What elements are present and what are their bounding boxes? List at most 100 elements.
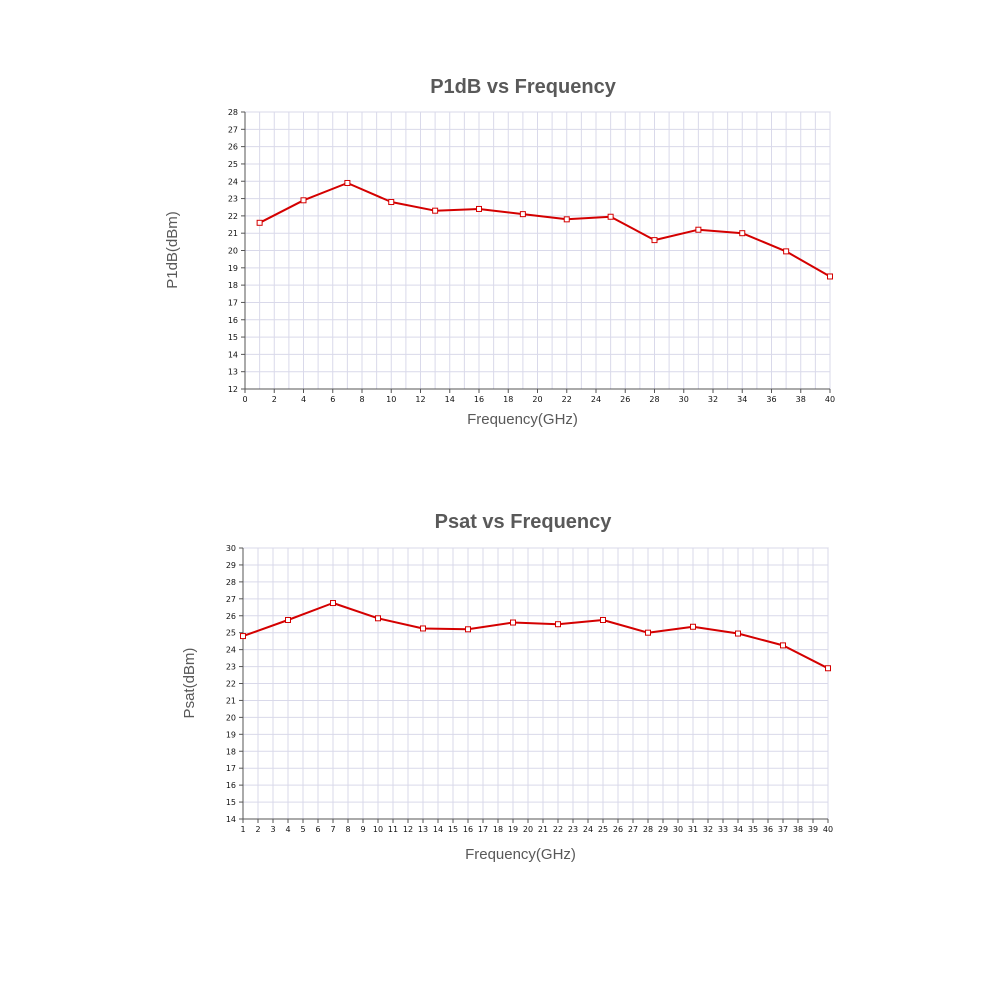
data-point: [256, 219, 263, 226]
data-point: [645, 629, 651, 636]
x-axis-label: Frequency(GHz): [465, 846, 576, 863]
x-tick-label: 2: [272, 395, 277, 404]
data-point: [600, 616, 606, 623]
x-tick-label: 2: [255, 825, 260, 834]
x-tick-label: 10: [386, 395, 396, 404]
data-point: [519, 211, 526, 218]
x-tick-label: 39: [808, 825, 818, 834]
data-point: [375, 615, 381, 622]
data-point: [827, 273, 833, 280]
data-point: [783, 248, 790, 255]
x-tick-label: 12: [415, 395, 425, 404]
x-tick-label: 23: [568, 825, 578, 834]
y-tick-label: 27: [226, 595, 236, 604]
y-tick-label: 25: [228, 160, 238, 169]
y-axis-label: P1dB(dBm): [164, 211, 181, 289]
x-tick-label: 14: [445, 395, 455, 404]
x-tick-label: 26: [620, 395, 630, 404]
data-point: [420, 625, 426, 632]
x-tick-label: 32: [708, 395, 718, 404]
x-tick-label: 6: [315, 825, 320, 834]
y-tick-label: 29: [226, 561, 236, 570]
x-tick-label: 32: [703, 825, 713, 834]
x-tick-label: 37: [778, 825, 788, 834]
y-tick-label: 14: [228, 350, 238, 359]
x-tick-label: 14: [433, 825, 443, 834]
x-tick-label: 11: [388, 825, 398, 834]
data-point: [695, 226, 702, 233]
x-tick-label: 7: [330, 825, 335, 834]
y-tick-label: 19: [226, 730, 236, 739]
x-tick-label: 30: [679, 395, 689, 404]
y-tick-label: 28: [228, 108, 238, 117]
y-tick-label: 15: [226, 798, 236, 807]
x-tick-label: 25: [598, 825, 608, 834]
x-tick-label: 18: [503, 395, 513, 404]
psat-chart-svg: Psat vs Frequency14151617181920212223242…: [181, 511, 833, 863]
x-tick-label: 34: [733, 825, 743, 834]
x-tick-label: 12: [403, 825, 413, 834]
data-point: [300, 197, 307, 204]
y-tick-label: 17: [228, 298, 238, 307]
x-tick-label: 30: [673, 825, 683, 834]
y-tick-label: 16: [228, 316, 238, 325]
data-point: [388, 199, 395, 206]
y-tick-label: 14: [226, 815, 236, 824]
y-tick-label: 18: [226, 747, 236, 756]
data-point: [780, 642, 786, 649]
data-point: [330, 600, 336, 607]
y-tick-label: 30: [226, 544, 236, 553]
x-tick-label: 16: [474, 395, 484, 404]
x-tick-label: 8: [345, 825, 350, 834]
x-tick-label: 16: [463, 825, 473, 834]
x-tick-label: 13: [418, 825, 428, 834]
x-tick-label: 6: [330, 395, 335, 404]
x-tick-label: 26: [613, 825, 623, 834]
data-point: [465, 626, 471, 633]
x-tick-label: 10: [373, 825, 383, 834]
data-point: [651, 237, 658, 244]
series-line: [242, 602, 829, 670]
data-point: [510, 619, 516, 626]
x-tick-label: 33: [718, 825, 728, 834]
y-tick-label: 25: [226, 629, 236, 638]
y-tick-label: 20: [228, 247, 238, 256]
x-tick-label: 15: [448, 825, 458, 834]
x-tick-label: 19: [508, 825, 518, 834]
y-tick-label: 23: [228, 195, 238, 204]
y-tick-label: 21: [226, 696, 236, 705]
y-tick-label: 26: [228, 143, 238, 152]
y-tick-label: 24: [228, 177, 238, 186]
y-tick-label: 22: [228, 212, 238, 221]
y-axis-label: Psat(dBm): [181, 648, 198, 719]
y-tick-label: 13: [228, 368, 238, 377]
x-tick-label: 28: [649, 395, 659, 404]
x-tick-label: 29: [658, 825, 668, 834]
data-point: [476, 205, 482, 212]
x-tick-label: 38: [793, 825, 803, 834]
x-tick-label: 40: [823, 825, 833, 834]
chart-title: P1dB vs Frequency: [430, 76, 617, 98]
x-tick-label: 34: [737, 395, 747, 404]
y-tick-label: 15: [228, 333, 238, 342]
x-tick-label: 22: [553, 825, 563, 834]
y-tick-label: 18: [228, 281, 238, 290]
data-point: [555, 621, 561, 628]
y-tick-label: 17: [226, 764, 236, 773]
x-tick-label: 35: [748, 825, 758, 834]
x-tick-label: 31: [688, 825, 698, 834]
x-tick-label: 8: [359, 395, 364, 404]
data-point: [563, 216, 570, 223]
x-tick-label: 28: [643, 825, 653, 834]
y-tick-label: 12: [228, 385, 238, 394]
x-tick-label: 3: [270, 825, 275, 834]
y-tick-label: 16: [226, 781, 236, 790]
psat-chart: Psat vs Frequency 14 15 16 17 18 19 20 21 22 23 24 2…: [0, 470, 1000, 890]
series-line: [259, 182, 831, 278]
data-point: [607, 213, 614, 220]
x-tick-label: 1: [240, 825, 245, 834]
data-point: [735, 630, 741, 637]
data-point: [285, 616, 291, 623]
x-tick-label: 5: [300, 825, 305, 834]
y-tick-label: 19: [228, 264, 238, 273]
